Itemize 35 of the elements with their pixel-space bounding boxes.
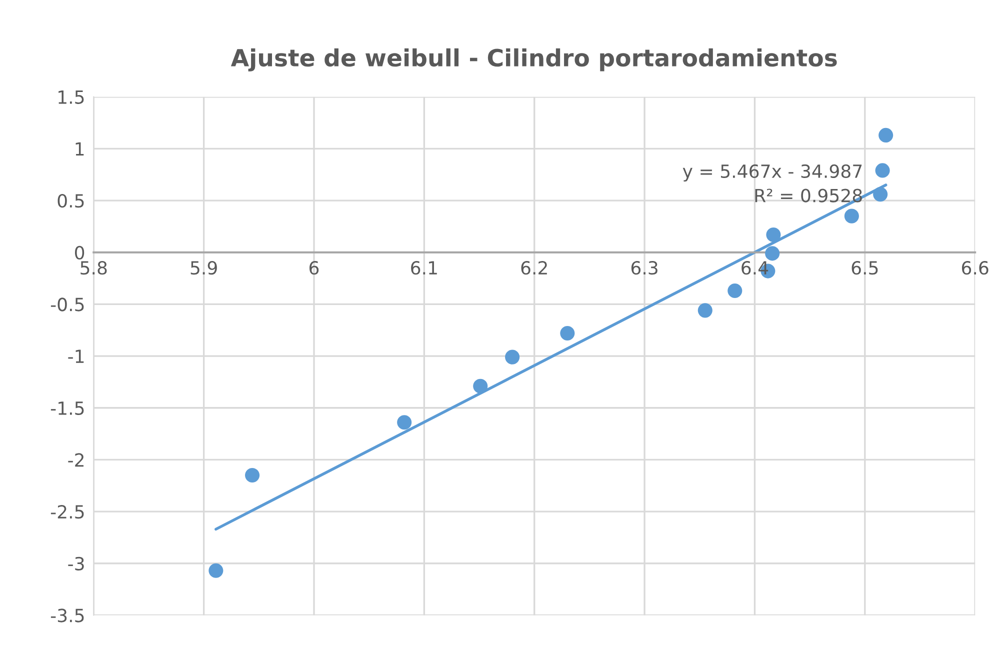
y-tick-label: -1 (68, 350, 84, 363)
y-tick-label: 0 (74, 246, 84, 260)
point (878, 128, 894, 143)
point (505, 350, 520, 364)
y-tick-label: 1 (76, 142, 84, 156)
y-tick-label: 0.5 (58, 194, 84, 208)
x-tick-label: 5.9 (190, 261, 217, 275)
x-tick-label: 6.3 (631, 261, 658, 275)
y-tick-label: -0.5 (50, 298, 84, 312)
y-tick-label: -3 (68, 556, 84, 571)
point (208, 563, 224, 578)
point (766, 227, 781, 242)
point (765, 246, 780, 261)
point (728, 283, 742, 298)
annotation: y = 5.467x - 34.987 R² = 0.9528 (682, 164, 862, 202)
point (873, 187, 888, 202)
point (473, 378, 488, 394)
y-tick-label: -2.5 (50, 505, 84, 519)
point (698, 303, 712, 318)
point (560, 326, 575, 341)
x-tick-label: 5.8 (80, 261, 107, 275)
x-tick-label: 6.1 (411, 261, 437, 275)
y-tick-label: -2 (68, 453, 84, 467)
y-tick-label: 1.5 (58, 90, 84, 104)
point (245, 468, 260, 483)
y-tick-label: -3.5 (50, 608, 84, 622)
chart-title: Ajuste de weibull - Cilindro portarodamientos (230, 48, 837, 72)
point (844, 208, 859, 224)
y-tick-label: -1.5 (50, 402, 84, 415)
x-tick-label: 6.5 (852, 261, 878, 275)
point (875, 163, 890, 178)
point (397, 415, 412, 430)
x-tick-label: 6.6 (962, 261, 988, 275)
x-tick-label: 6 (310, 261, 319, 275)
x-tick-label: 6.2 (521, 261, 547, 275)
